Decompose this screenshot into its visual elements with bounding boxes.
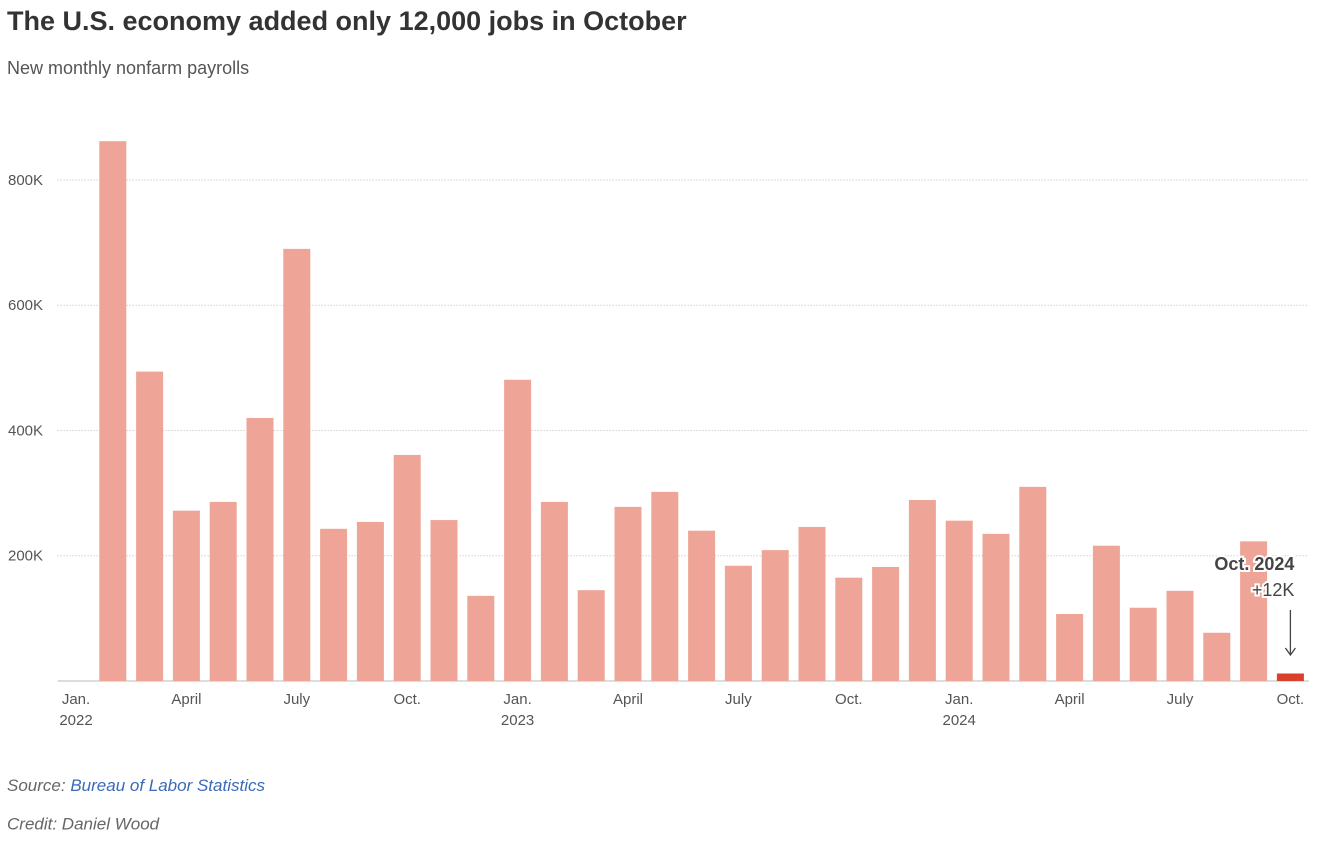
bar <box>1056 613 1084 681</box>
bar <box>1092 545 1120 681</box>
value-label: +12K <box>1252 580 1295 600</box>
bar <box>798 526 826 681</box>
chart-title: The U.S. economy added only 12,000 jobs … <box>7 6 687 36</box>
x-tick-label: Jan. <box>62 691 90 708</box>
x-tick-label: Oct. <box>835 691 863 708</box>
x-tick-label: July <box>1167 691 1194 708</box>
bar <box>393 454 421 681</box>
source-label: Source: Bureau of Labor Statistics <box>7 776 265 795</box>
source-prefix: Source: <box>7 776 66 795</box>
x-tick-label: Jan. <box>945 691 973 708</box>
bar <box>945 520 973 681</box>
x-tick-label: Oct. <box>1277 691 1305 708</box>
source-link[interactable]: Bureau of Labor Statistics <box>70 776 265 795</box>
annotation-title: Oct. 2024 <box>1214 554 1294 574</box>
bar <box>651 491 679 681</box>
x-tick-label: April <box>1055 691 1085 708</box>
x-year-label: 2022 <box>59 712 92 729</box>
bar <box>908 500 936 681</box>
bar <box>1166 590 1194 681</box>
bar <box>356 521 384 681</box>
bar <box>1276 673 1304 681</box>
bar <box>99 141 127 682</box>
bar <box>577 590 605 681</box>
bar <box>835 577 863 681</box>
bar <box>761 550 789 681</box>
bar <box>246 417 274 681</box>
bar <box>172 510 200 681</box>
bar <box>430 520 458 681</box>
bar <box>1240 541 1268 681</box>
bar <box>614 506 642 681</box>
y-tick-label: 200K <box>8 548 43 565</box>
bar <box>283 248 311 681</box>
credit: Credit: Daniel Wood <box>7 814 160 833</box>
x-tick-label: July <box>283 691 310 708</box>
x-tick-label: April <box>171 691 201 708</box>
annotation-arrowhead <box>1284 647 1296 657</box>
bar <box>1129 607 1157 681</box>
bar <box>688 530 716 681</box>
chart-subtitle: New monthly nonfarm payrolls <box>7 58 249 78</box>
bar <box>872 567 900 681</box>
bar <box>1203 632 1231 681</box>
y-tick-label: 600K <box>8 297 43 314</box>
y-tick-label: 400K <box>8 422 43 439</box>
bar <box>209 501 237 681</box>
bar <box>320 528 348 681</box>
x-year-label: 2024 <box>943 712 976 729</box>
bar <box>467 595 495 681</box>
bar <box>136 371 164 681</box>
bar <box>982 533 1010 681</box>
x-tick-label: April <box>613 691 643 708</box>
x-year-label: 2023 <box>501 712 534 729</box>
x-tick-label: July <box>725 691 752 708</box>
x-tick-label: Oct. <box>393 691 421 708</box>
bar <box>724 565 752 681</box>
y-tick-label: 800K <box>8 172 43 189</box>
bar <box>504 379 532 681</box>
x-tick-label: Jan. <box>503 691 531 708</box>
bar <box>1019 486 1047 681</box>
bar <box>540 501 568 681</box>
